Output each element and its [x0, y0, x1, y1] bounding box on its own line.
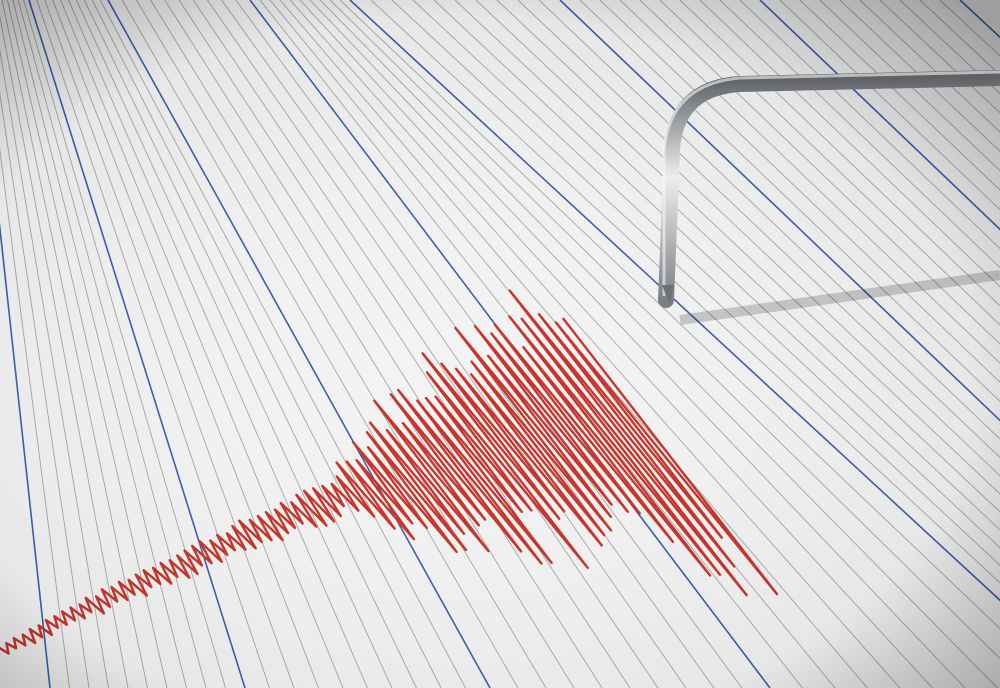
stylus-needle-icon — [658, 70, 1000, 308]
needle-shadow — [679, 270, 1000, 325]
